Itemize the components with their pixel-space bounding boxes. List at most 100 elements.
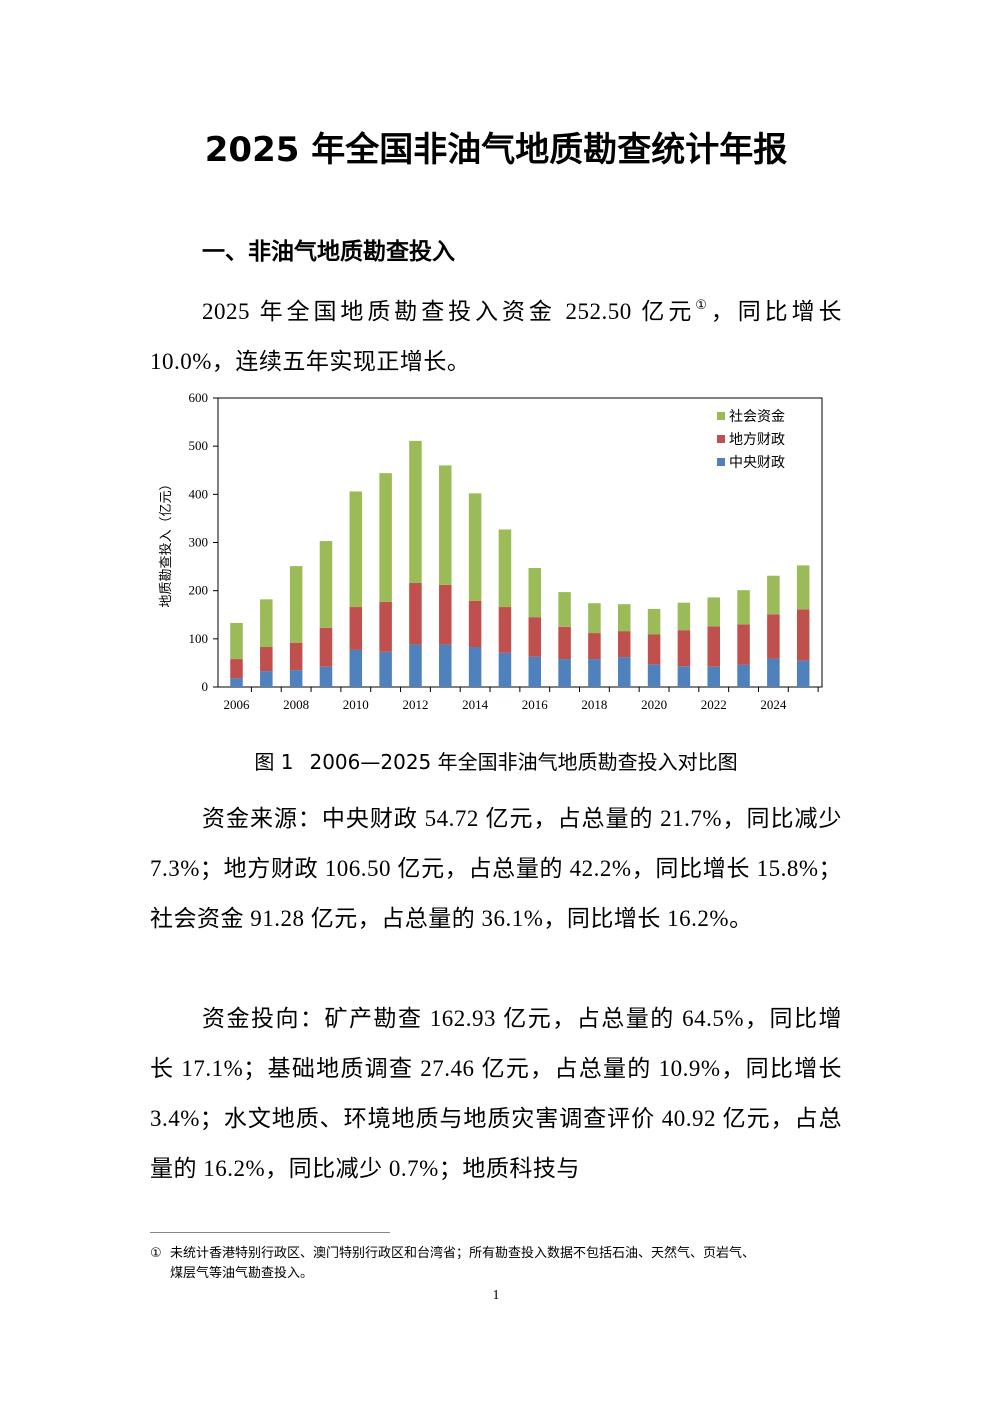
bar-segment [617,604,631,632]
paragraph-text: ，同比增长 10.0%，连续五年实现正增长。 [150,299,843,374]
bar-segment [289,566,303,643]
chart-bars [230,440,810,687]
bar-segment [289,642,303,671]
paragraph-funding-sources: 资金来源：中央财政 54.72 亿元，占总量的 21.7%，同比减少 7.3%；… [150,806,842,931]
bar-segment [737,590,750,625]
page-number: 1 [492,1288,500,1303]
bar-segment [409,440,422,583]
y-tick-label: 400 [189,486,209,501]
x-tick-label: 2020 [641,697,667,712]
bar-segment [737,664,750,687]
paragraph-total-investment: 2025 年全国地质勘查投入资金 252.50 亿元①，同比增长 10.0%，连… [150,280,842,387]
bar-segment [379,473,392,602]
bar-segment [260,671,273,687]
y-tick-label: 100 [189,631,209,646]
x-tick-label: 2012 [402,697,428,712]
bar-segment [588,659,601,687]
bar-segment [707,666,720,687]
bar-segment [558,659,571,687]
bar-segment [409,582,422,645]
bar-segment [647,608,661,635]
bar-segment [558,626,571,660]
bar-segment [707,597,720,627]
bar-segment [767,575,780,615]
figure-caption-text: 2006—2025 年全国非油气地质勘查投入对比图 [309,750,738,774]
footnote: ① 未统计香港特别行政区、澳门特别行政区和台湾省；所有勘查投入数据不包括石油、天然… [150,1244,842,1284]
bar-segment [439,584,452,645]
section-heading: 一、非油气地质勘查投入 [202,239,455,265]
bar-segment [498,607,512,653]
bar-segment [528,617,542,657]
bar-segment [677,602,691,631]
footnote-text-continued: 煤层气等油气勘查投入。 [170,1266,314,1281]
bar-segment [528,656,542,687]
bar-segment [230,678,243,687]
x-tick-label: 2010 [343,697,369,712]
bar-segment [677,666,691,687]
bar-segment [349,607,363,650]
bar-segment [796,660,810,687]
footnote-text: 未统计香港特别行政区、澳门特别行政区和台湾省；所有勘查投入数据不包括石油、天然气… [170,1246,756,1261]
paragraph-text: 2025 年全国地质勘查投入资金 252.50 亿元 [202,299,696,324]
figure-caption: 图 1 2006—2025 年全国非油气地质勘查投入对比图 [0,746,992,775]
footnote-mark: ① [150,1246,162,1261]
bar-segment [439,644,452,687]
bar-segment [409,644,422,687]
bar-segment [260,599,273,648]
bar-segment [707,626,720,667]
bar-segment [260,647,273,672]
bar-segment [319,627,333,667]
legend-label: 地方财政 [729,432,785,448]
x-tick-label: 2006 [223,697,250,712]
x-tick-label: 2018 [581,697,607,712]
investment-chart: 0 100 200 300 400 500 600 地质勘查投入（亿元） 2006 2008 201… [158,390,823,712]
legend-label: 社会资金 [729,409,785,425]
bar-segment [439,465,452,585]
bar-segment [558,592,571,627]
bar-segment [498,652,512,687]
bar-segment [647,664,661,687]
bar-segment [528,568,542,618]
bar-segment [230,659,243,679]
bar-segment [319,541,333,628]
bar-segment [379,601,392,652]
bar-segment [349,491,363,608]
bar-segment [379,651,392,687]
y-tick-label: 200 [189,583,209,598]
x-tick-label: 2014 [462,697,489,712]
bar-segment [617,657,631,687]
bar-segment [319,666,333,687]
x-tick-label: 2022 [701,697,727,712]
bar-segment [498,529,512,608]
page-title: 2025 年全国非油气地质勘查统计年报 [204,130,788,170]
bar-segment [588,633,601,660]
legend-label: 中央财政 [729,455,785,471]
bar-segment [230,622,243,660]
bar-segment [737,624,750,665]
legend-swatch [717,435,725,443]
bar-segment [617,631,631,658]
legend-swatch [717,412,725,420]
y-tick-label: 600 [189,390,209,405]
bar-segment [677,630,691,667]
bar-segment [647,634,661,665]
bar-segment [468,600,482,648]
bar-segment [767,614,780,659]
x-tick-label: 2016 [522,697,549,712]
x-tick-label: 2008 [283,697,309,712]
bar-segment [349,649,363,687]
bar-segment [796,609,810,661]
footnote-divider [150,1232,390,1233]
bar-segment [468,647,482,687]
x-tick-label: 2024 [760,697,787,712]
paragraph-funding-allocation: 资金投向：矿产勘查 162.93 亿元，占总量的 64.5%，同比增长 17.1… [150,1006,842,1181]
bar-segment [796,565,810,610]
figure-label: 图 1 [254,750,294,774]
footnote-reference[interactable]: ① [695,297,711,312]
y-tick-label: 500 [189,438,209,453]
y-tick-label: 0 [202,679,209,694]
y-tick-label: 300 [189,535,209,550]
chart-axes: 0 100 200 300 400 500 600 地质勘查投入（亿元） 2006 2008 201… [158,390,823,712]
y-axis-label: 地质勘查投入（亿元） [158,477,173,607]
legend-swatch [717,458,725,466]
